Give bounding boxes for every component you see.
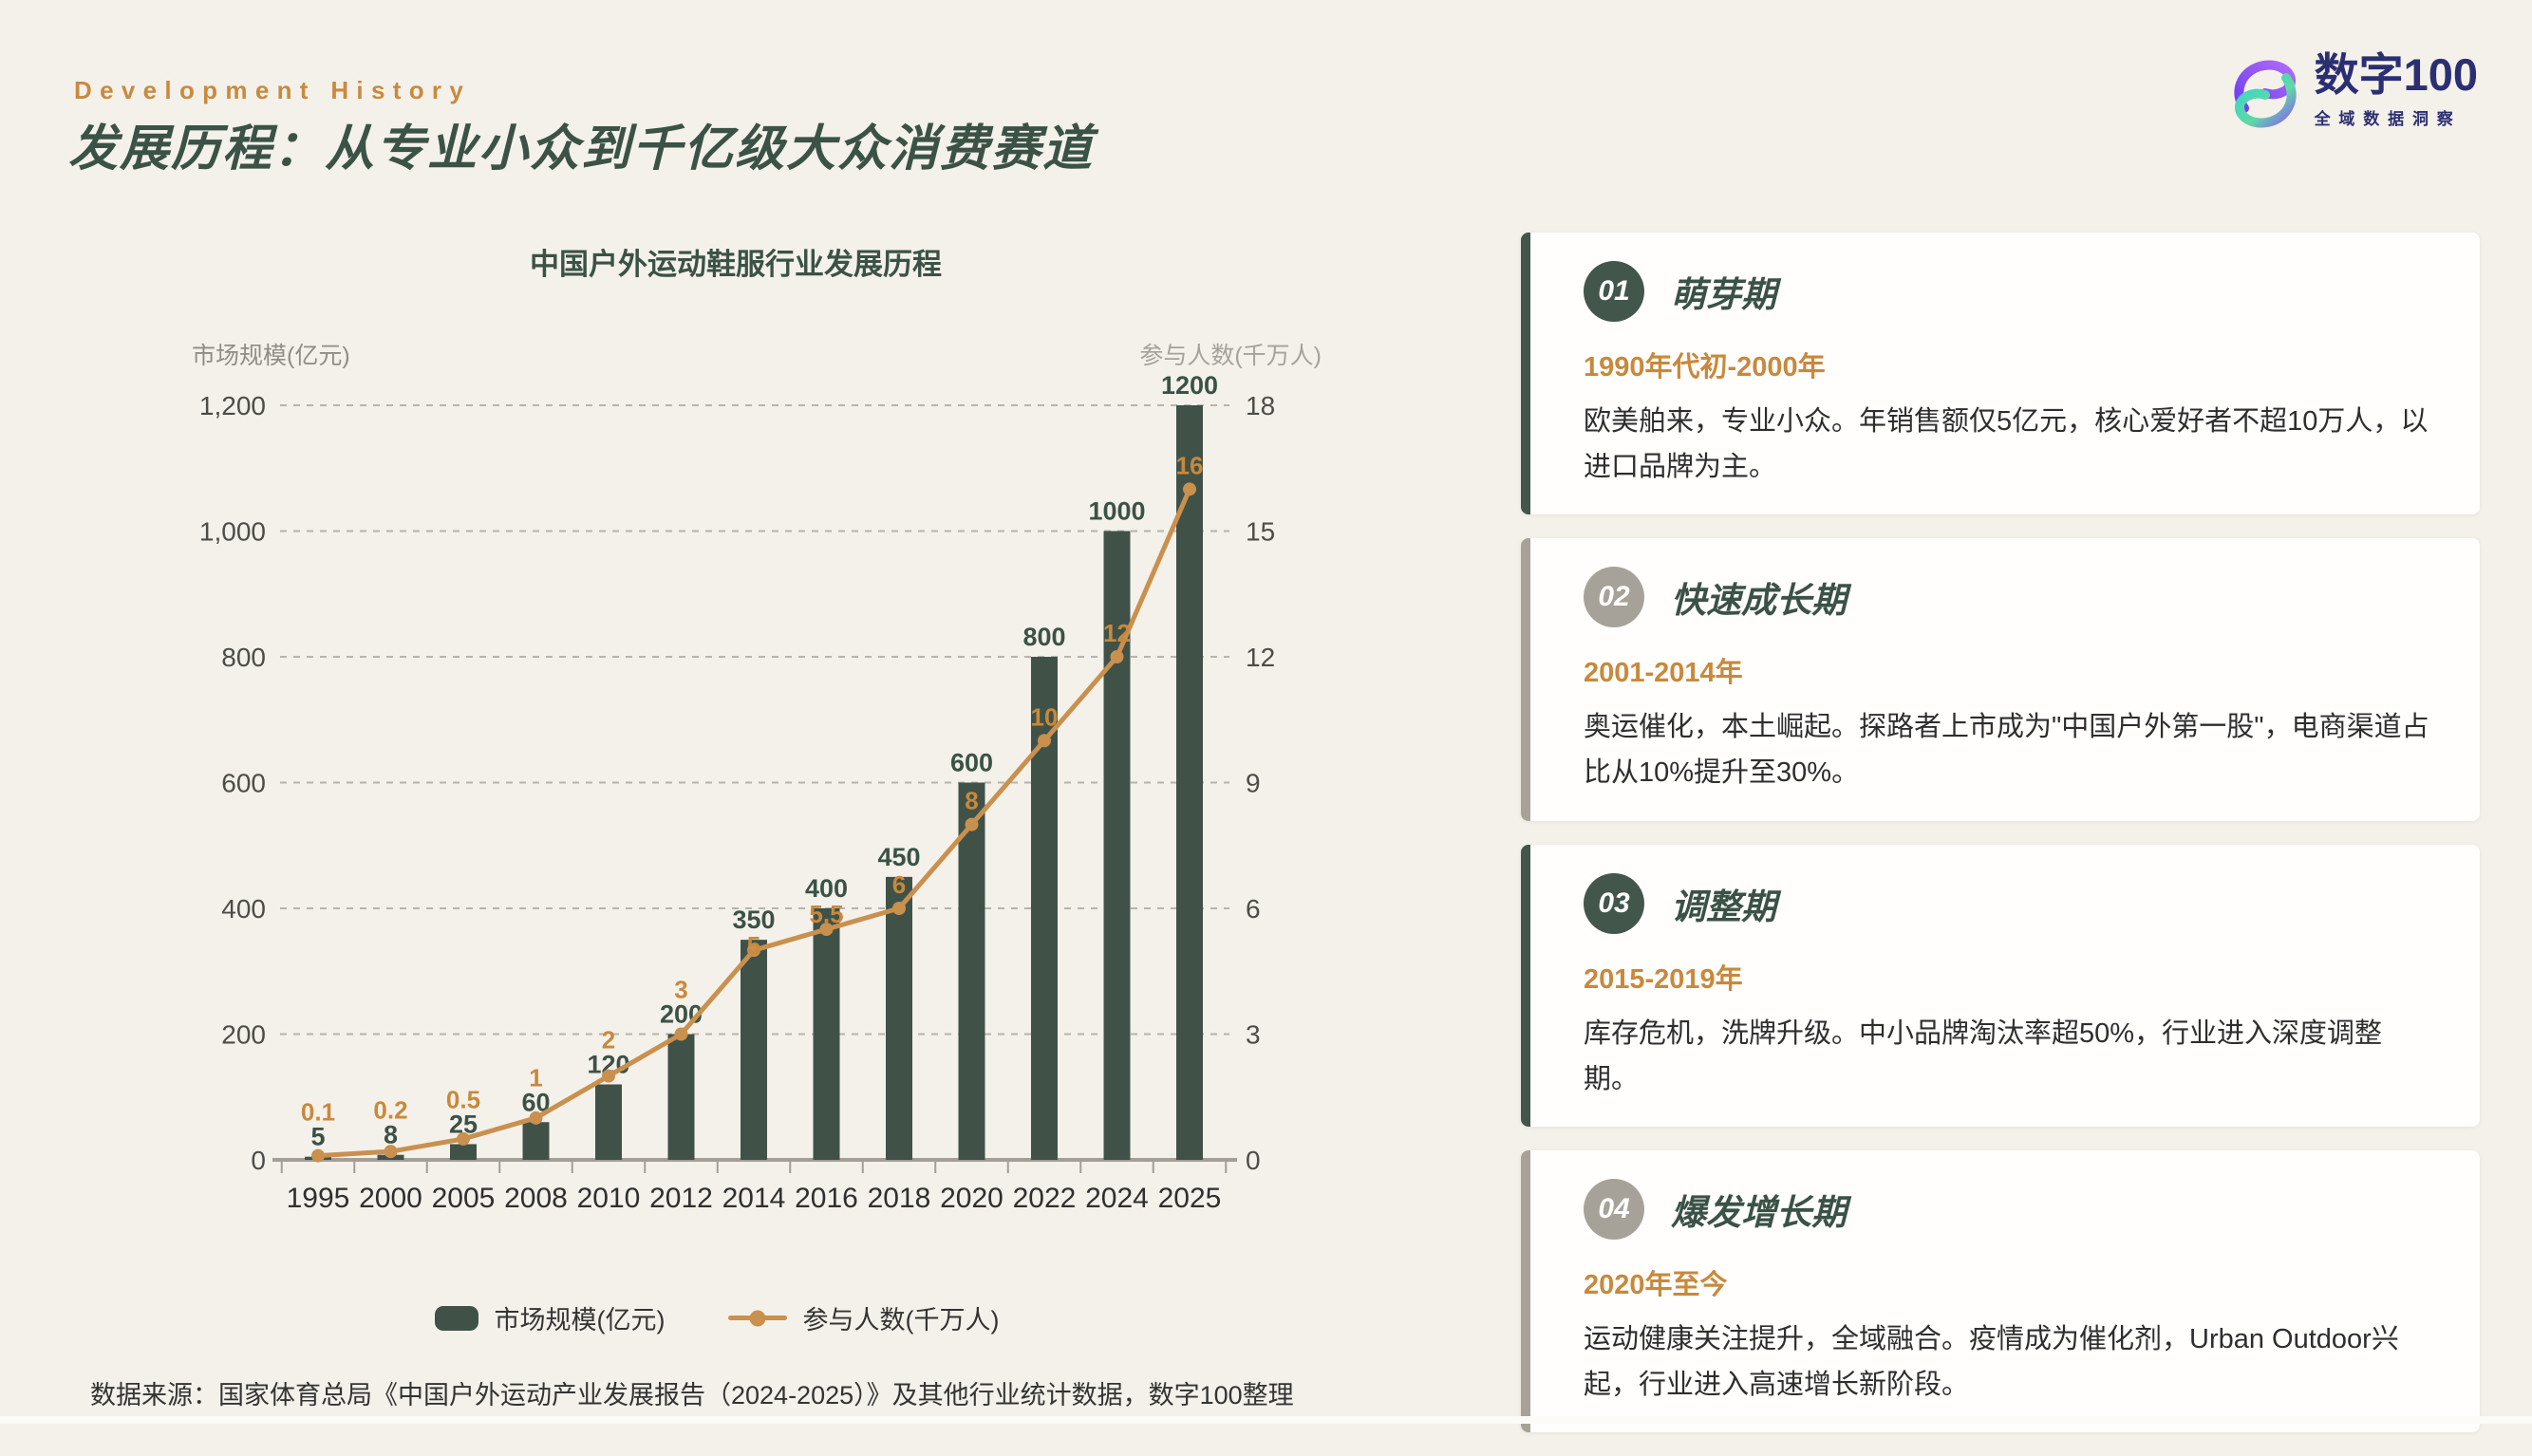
stage-period: 2015-2019年 — [1584, 963, 1743, 995]
svg-text:400: 400 — [805, 874, 848, 903]
combo-chart: 中国户外运动鞋服行业发展历程 市场规模(亿元) 参与人数(千万人) 0 0 200 3… — [123, 240, 1322, 1336]
svg-text:1,200: 1,200 — [199, 391, 266, 420]
svg-text:1,000: 1,000 — [199, 517, 266, 547]
svg-text:600: 600 — [221, 769, 266, 798]
swirl-globe-icon — [2231, 49, 2299, 133]
svg-text:10: 10 — [1031, 702, 1059, 731]
svg-text:5: 5 — [310, 1123, 325, 1151]
bottom-strip — [0, 1416, 2532, 1424]
brand-logo: 数字100 全域数据洞察 — [2231, 49, 2478, 133]
timeline-card-03: 03 调整期 2015-2019年库存危机，洗牌升级。中小品牌淘汰率超50%，行业进… — [1521, 844, 2480, 1127]
svg-text:18: 18 — [1246, 391, 1275, 420]
svg-text:2012: 2012 — [649, 1183, 713, 1214]
timeline-card-01: 01 萌芽期 1990年代初-2000年欧美舶来，专业小众。年销售额仅5亿元，核心爱… — [1521, 233, 2480, 515]
svg-text:0.2: 0.2 — [373, 1096, 407, 1125]
svg-text:15: 15 — [1246, 517, 1275, 547]
eyebrow-label: Development History — [74, 76, 472, 104]
stage-title: 快速成长期 — [1671, 581, 1847, 621]
chart-title: 中国户外运动鞋服行业发展历程 — [530, 248, 942, 281]
svg-text:2000: 2000 — [359, 1183, 422, 1214]
svg-text:450: 450 — [877, 843, 920, 871]
stage-number-badge: 03 — [1584, 872, 1644, 934]
svg-text:2005: 2005 — [432, 1183, 496, 1214]
svg-text:3: 3 — [1246, 1020, 1261, 1050]
page-title: 发展历程：从专业小众到千亿级大众消费赛道 — [68, 121, 1095, 177]
stage-description: 运动健康关注提升，全域融合。疫情成为催化剂，Urban Outdoor兴起，行业… — [1584, 1323, 2399, 1400]
legend-item-participants: 参与人数(千万人) — [727, 1299, 1000, 1336]
svg-text:5: 5 — [747, 931, 760, 960]
svg-text:2022: 2022 — [1013, 1183, 1077, 1214]
svg-text:350: 350 — [732, 905, 775, 934]
timeline-card-02: 02 快速成长期 2001-2014年奥运催化，本土崛起。探路者上市成为"中国户外第… — [1521, 538, 2480, 821]
svg-text:12: 12 — [1246, 643, 1275, 672]
svg-text:2008: 2008 — [504, 1183, 568, 1214]
svg-text:2016: 2016 — [795, 1183, 858, 1214]
stage-period: 2001-2014年 — [1584, 658, 1743, 689]
stage-number-badge: 02 — [1584, 567, 1644, 628]
stage-number-badge: 04 — [1584, 1178, 1644, 1240]
svg-text:200: 200 — [221, 1020, 266, 1050]
svg-text:1995: 1995 — [287, 1183, 350, 1214]
svg-text:600: 600 — [950, 749, 993, 777]
right-axis-unit-label: 参与人数(千万人) — [1139, 343, 1322, 369]
svg-text:1: 1 — [529, 1063, 542, 1092]
svg-text:1200: 1200 — [1161, 371, 1218, 400]
stage-description: 欧美舶来，专业小众。年销售额仅5亿元，核心爱好者不超10万人，以进口品牌为主。 — [1584, 406, 2429, 483]
svg-text:800: 800 — [1022, 623, 1065, 651]
timeline: 01 萌芽期 1990年代初-2000年欧美舶来，专业小众。年销售额仅5亿元，核心爱… — [1521, 233, 2480, 1456]
svg-text:0: 0 — [251, 1146, 266, 1175]
stage-period: 1990年代初-2000年 — [1584, 352, 1826, 383]
svg-text:0.1: 0.1 — [301, 1098, 335, 1127]
legend-item-market-size: 市场规模(亿元) — [434, 1299, 666, 1336]
stage-title: 调整期 — [1671, 887, 1776, 926]
logo-tagline: 全域数据洞察 — [2314, 110, 2462, 129]
svg-text:2: 2 — [602, 1026, 615, 1055]
left-axis-unit-label: 市场规模(亿元) — [192, 343, 350, 369]
chart-legend: 市场规模(亿元) 参与人数(千万人) — [123, 1299, 1310, 1336]
svg-text:2025: 2025 — [1158, 1183, 1222, 1214]
svg-text:16: 16 — [1176, 451, 1204, 479]
svg-text:2014: 2014 — [722, 1183, 786, 1214]
svg-text:400: 400 — [221, 894, 266, 924]
stage-title: 爆发增长期 — [1671, 1192, 1847, 1232]
logo-name: 数字100 — [2314, 49, 2478, 100]
svg-text:6: 6 — [892, 870, 906, 899]
svg-text:6: 6 — [1246, 894, 1261, 924]
svg-text:5.5: 5.5 — [809, 900, 843, 928]
stage-period: 2020年至今 — [1584, 1269, 1728, 1300]
svg-text:1000: 1000 — [1088, 497, 1145, 526]
svg-text:3: 3 — [674, 976, 687, 1004]
legend-label: 参与人数(千万人) — [802, 1306, 1000, 1335]
svg-text:0.5: 0.5 — [446, 1085, 480, 1113]
svg-text:12: 12 — [1103, 619, 1131, 647]
stage-title: 萌芽期 — [1671, 275, 1776, 314]
stage-description: 库存危机，洗牌升级。中小品牌淘汰率超50%，行业进入深度调整期。 — [1584, 1017, 2383, 1094]
svg-text:8: 8 — [384, 1121, 398, 1149]
svg-text:800: 800 — [221, 643, 266, 672]
stage-number-badge: 01 — [1584, 261, 1644, 322]
svg-text:2024: 2024 — [1085, 1183, 1149, 1214]
svg-text:8: 8 — [965, 787, 978, 815]
svg-text:0: 0 — [1246, 1146, 1261, 1175]
data-source-note: 数据来源：国家体育总局《中国户外运动产业发展报告（2024-2025）》及其他行… — [90, 1381, 1294, 1409]
svg-text:2010: 2010 — [577, 1183, 641, 1214]
line-dot-icon — [749, 1310, 765, 1326]
svg-text:9: 9 — [1246, 769, 1261, 798]
svg-text:2018: 2018 — [868, 1183, 931, 1214]
line-swatch-icon — [727, 1310, 787, 1326]
bar-swatch-icon — [434, 1305, 478, 1331]
stage-description: 奥运催化，本土崛起。探路者上市成为"中国户外第一股"，电商渠道占比从10%提升至… — [1584, 712, 2429, 789]
svg-text:2020: 2020 — [940, 1183, 1003, 1214]
timeline-card-04: 04 爆发增长期 2020年至今运动健康关注提升，全域融合。疫情成为催化剂，Urba… — [1521, 1149, 2480, 1432]
legend-label: 市场规模(亿元) — [494, 1306, 666, 1335]
